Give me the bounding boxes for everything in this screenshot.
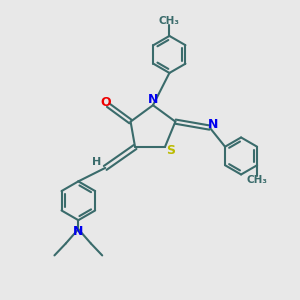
Text: H: H <box>92 157 101 167</box>
Text: S: S <box>166 143 175 157</box>
Text: CH₃: CH₃ <box>247 175 268 185</box>
Text: N: N <box>208 118 218 130</box>
Text: N: N <box>148 93 158 106</box>
Text: CH₃: CH₃ <box>159 16 180 26</box>
Text: O: O <box>100 96 110 109</box>
Text: N: N <box>73 225 83 238</box>
